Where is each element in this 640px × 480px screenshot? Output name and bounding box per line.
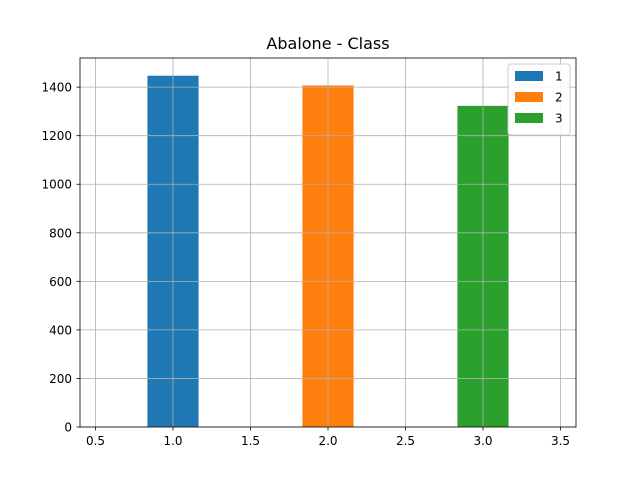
y-tick-label: 1400 — [41, 81, 72, 95]
legend-swatch-2 — [515, 92, 543, 102]
x-tick-label: 1.0 — [163, 434, 182, 448]
y-tick-label: 1200 — [41, 129, 72, 143]
x-tick-label: 0.5 — [86, 434, 105, 448]
chart-title: Abalone - Class — [266, 34, 389, 53]
x-tick-label: 2.0 — [318, 434, 337, 448]
legend-label-2: 2 — [555, 91, 563, 105]
y-tick-label: 600 — [49, 275, 72, 289]
x-tick-label: 2.5 — [396, 434, 415, 448]
grid — [80, 58, 576, 428]
axes: 0.5 1.0 1.5 2.0 2.5 3.0 3.50200400600800100012… — [41, 57, 577, 448]
legend: 1 2 3 — [507, 63, 571, 136]
y-tick-label: 1000 — [41, 178, 72, 192]
x-tick-label: 3.0 — [473, 434, 492, 448]
legend-label-1: 1 — [555, 70, 563, 84]
y-tick-label: 400 — [49, 323, 72, 337]
legend-swatch-3 — [515, 113, 543, 123]
y-tick-label: 0 — [64, 421, 72, 435]
y-tick-label: 200 — [49, 372, 72, 386]
y-tick-label: 800 — [49, 226, 72, 240]
x-tick-label: 1.5 — [241, 434, 260, 448]
x-tick-label: 3.5 — [551, 434, 570, 448]
legend-label-3: 3 — [555, 112, 563, 126]
legend-swatch-1 — [515, 71, 543, 81]
